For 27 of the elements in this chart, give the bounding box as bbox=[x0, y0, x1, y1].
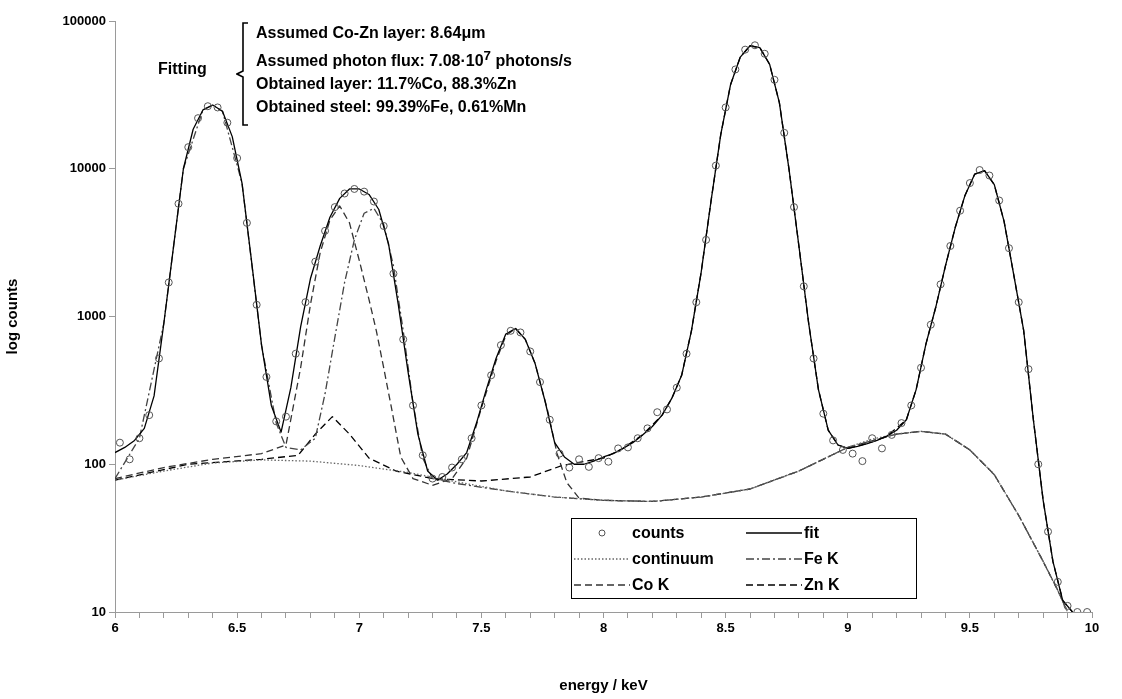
x-tick-label: 7.5 bbox=[472, 620, 491, 636]
y-tick-label: 100000 bbox=[62, 12, 106, 28]
legend-label: counts bbox=[632, 523, 685, 542]
x-axis-title: energy / keV bbox=[559, 676, 648, 694]
annotation: Obtained layer: 11.7%Co, 88.3%Zn bbox=[256, 74, 518, 95]
x-tick-label: 8 bbox=[599, 620, 608, 636]
y-tick-label: 10000 bbox=[69, 160, 106, 176]
y-tick-label: 10 bbox=[91, 603, 106, 619]
x-tick-label: 6 bbox=[111, 620, 119, 636]
annotation: Obtained steel: 99.39%Fe, 0.61%Mn bbox=[256, 97, 528, 118]
x-tick-label: 6.5 bbox=[228, 620, 247, 636]
y-tick-label: 1000 bbox=[77, 308, 106, 324]
x-tick-label: 7 bbox=[355, 620, 363, 636]
y-axis-title: log counts bbox=[3, 278, 21, 355]
legend-label: continuum bbox=[632, 549, 714, 568]
legend-label: Co K bbox=[632, 575, 670, 594]
legend-label: fit bbox=[804, 523, 820, 542]
annotation: Assumed photon flux: 7.08·10$^{7}$ photons/s bbox=[256, 47, 572, 72]
x-tick-label: 9.5 bbox=[960, 620, 979, 636]
legend-label: Zn K bbox=[804, 575, 840, 594]
annotation: Fitting bbox=[158, 59, 207, 79]
annotation: Assumed Co-Zn layer: 8.64μm bbox=[256, 23, 487, 43]
y-tick-label: 100 bbox=[84, 455, 106, 471]
x-tick-label: 8.5 bbox=[716, 620, 735, 636]
legend-label: Fe K bbox=[804, 549, 839, 568]
x-tick-label: 10 bbox=[1084, 620, 1100, 636]
x-tick-label: 9 bbox=[844, 620, 852, 636]
